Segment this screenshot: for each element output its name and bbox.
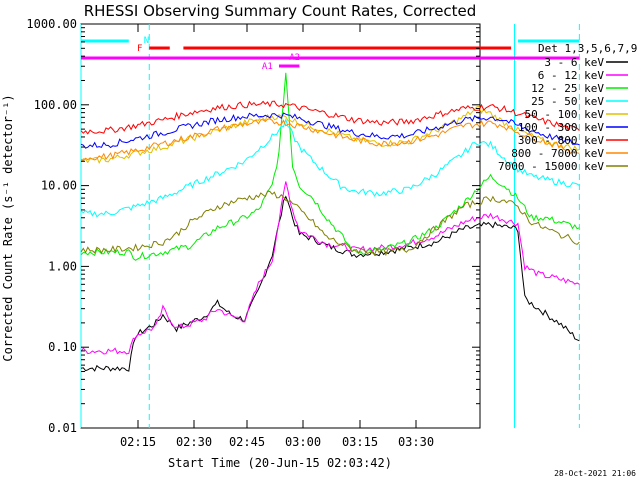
series-line-0	[80, 195, 580, 372]
flag-label-n: N	[144, 36, 149, 46]
series-line-4	[80, 106, 580, 164]
x-tick-label-0: 02:15	[120, 435, 156, 449]
y-tick-label-5: 0.01	[48, 421, 77, 435]
legend-label-8: 7000 - 15000 keV	[498, 160, 604, 173]
series-line-3	[80, 117, 580, 218]
x-tick-label-2: 02:45	[229, 435, 265, 449]
legend-label-5: 100 - 300 keV	[518, 121, 604, 134]
series-line-5	[80, 112, 580, 149]
legend-label-4: 50 - 100 keV	[525, 108, 605, 121]
y-tick-label-0: 1000.00	[26, 17, 77, 31]
plot-frame	[80, 23, 481, 429]
series-line-6	[80, 100, 580, 135]
series-line-7	[80, 118, 580, 161]
generation-timestamp: 28-Oct-2021 21:06	[554, 469, 636, 478]
legend-label-6: 300 - 800 keV	[518, 134, 604, 147]
x-axis: 02:15 02:30 02:45 03:00 03:15 03:30	[120, 24, 434, 449]
series-line-8	[80, 190, 580, 257]
y-tick-label-1: 100.00	[34, 98, 77, 112]
legend-label-7: 800 - 7000 keV	[511, 147, 604, 160]
legend-label-3: 25 - 50 keV	[531, 95, 604, 108]
y-axis-label: Corrected Count Rate (s⁻¹ detector⁻¹)	[1, 94, 15, 361]
x-tick-label-3: 03:00	[285, 435, 321, 449]
y-axis: 1000.00 100.00 10.00 1.00 0.10 0.01	[26, 17, 480, 435]
legend-label-2: 12 - 25 keV	[531, 82, 604, 95]
x-tick-label-5: 03:30	[398, 435, 434, 449]
y-tick-label-3: 1.00	[48, 259, 77, 273]
series-line-1	[80, 181, 580, 355]
legend-label-0: 3 - 6 keV	[544, 56, 604, 69]
flag-label-a1: A1	[262, 62, 273, 72]
legend-label-1: 6 - 12 keV	[538, 69, 605, 82]
chart-title: RHESSI Observing Summary Count Rates, Co…	[84, 2, 477, 20]
x-axis-label: Start Time (20-Jun-15 02:03:42)	[168, 456, 392, 470]
y-tick-label-4: 0.10	[48, 340, 77, 354]
flag-label-a2: A2	[289, 53, 300, 63]
y-tick-label-2: 10.00	[41, 179, 77, 193]
flag-label-f: F	[137, 44, 142, 54]
x-tick-label-4: 03:15	[342, 435, 378, 449]
legend-header: Det 1,3,5,6,7,9	[538, 42, 637, 55]
series-line-2	[80, 72, 580, 261]
x-tick-label-1: 02:30	[176, 435, 212, 449]
plot-area: NF A1 A2	[80, 23, 580, 429]
